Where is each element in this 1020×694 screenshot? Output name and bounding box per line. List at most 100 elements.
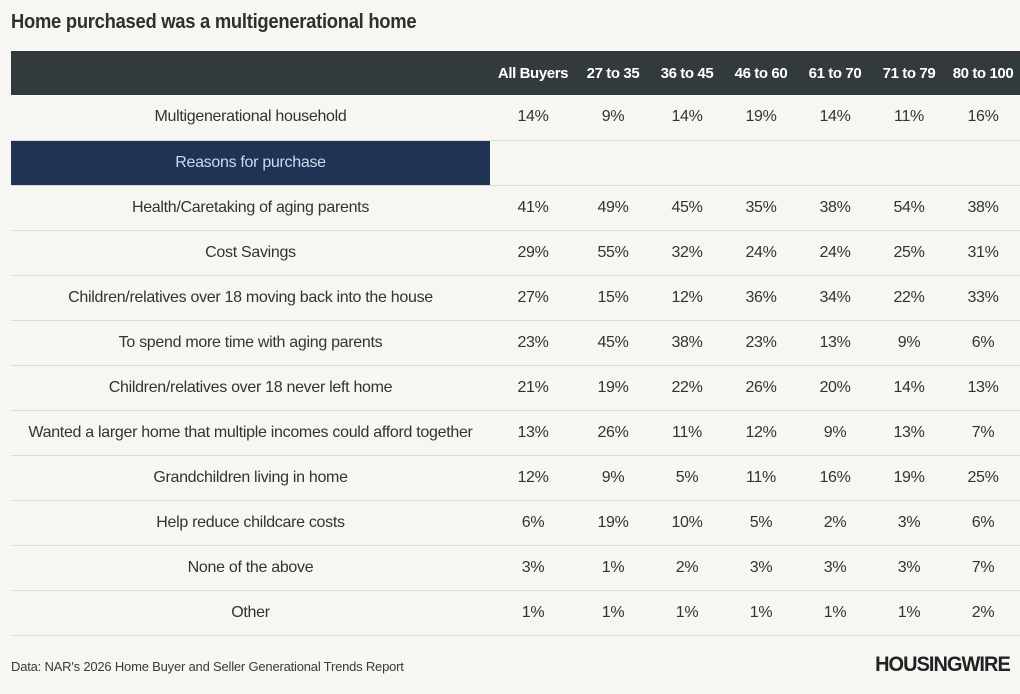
- cell-value: 14%: [490, 95, 576, 141]
- cell-value: 9%: [872, 320, 946, 366]
- cell-value: 12%: [490, 455, 576, 501]
- data-table: All Buyers 27 to 35 36 to 45 46 to 60 61…: [11, 51, 1020, 636]
- cell-value: 11%: [724, 455, 798, 501]
- cell-value: 16%: [946, 95, 1020, 141]
- cell-value: 26%: [724, 365, 798, 411]
- cell-value: 3%: [490, 545, 576, 591]
- cell-value: 2%: [650, 545, 724, 591]
- cell-value: 11%: [650, 410, 724, 456]
- cell-value: 2%: [946, 590, 1020, 636]
- row-label: Help reduce childcare costs: [11, 500, 490, 546]
- cell-value: 20%: [798, 365, 872, 411]
- table-body: Multigenerational household 14% 9% 14% 1…: [11, 95, 1020, 636]
- cell-value: 41%: [490, 185, 576, 231]
- row-label: Grandchildren living in home: [11, 455, 490, 501]
- row-label: Children/relatives over 18 never left ho…: [11, 365, 490, 411]
- cell-value: 15%: [576, 275, 650, 321]
- section-header-row: Reasons for purchase: [11, 140, 1020, 186]
- cell-value: 24%: [724, 230, 798, 276]
- cell-value: 13%: [872, 410, 946, 456]
- cell-value: 1%: [576, 545, 650, 591]
- cell-value: 9%: [798, 410, 872, 456]
- table-row: Grandchildren living in home 12% 9% 5% 11% 16…: [11, 455, 1020, 501]
- cell-value: 7%: [946, 410, 1020, 456]
- table-row: Health/Caretaking of aging parents 41% 49%…: [11, 185, 1020, 231]
- cell-value: 25%: [872, 230, 946, 276]
- cell-value: 3%: [872, 545, 946, 591]
- chart-title: Home purchased was a multigenerational h…: [11, 11, 417, 33]
- cell-value: 14%: [650, 95, 724, 141]
- cell-value: 26%: [576, 410, 650, 456]
- cell-value: 11%: [872, 95, 946, 141]
- row-label: Cost Savings: [11, 230, 490, 276]
- cell-value: 5%: [650, 455, 724, 501]
- cell-value: 38%: [798, 185, 872, 231]
- cell-value: 49%: [576, 185, 650, 231]
- cell-value: 23%: [724, 320, 798, 366]
- cell-value: 14%: [872, 365, 946, 411]
- column-header: 80 to 100: [952, 64, 1014, 82]
- cell-value: 45%: [650, 185, 724, 231]
- cell-value: 3%: [724, 545, 798, 591]
- cell-value: 9%: [576, 455, 650, 501]
- row-label: Other: [11, 590, 490, 636]
- column-header: 46 to 60: [734, 64, 788, 82]
- section-empty-cell: [490, 140, 1020, 186]
- cell-value: 21%: [490, 365, 576, 411]
- cell-value: 24%: [798, 230, 872, 276]
- table-row: Wanted a larger home that multiple incom…: [11, 410, 1020, 456]
- cell-value: 38%: [650, 320, 724, 366]
- cell-value: 6%: [946, 500, 1020, 546]
- cell-value: 33%: [946, 275, 1020, 321]
- cell-value: 19%: [576, 500, 650, 546]
- cell-value: 9%: [576, 95, 650, 141]
- column-header: 71 to 79: [882, 64, 936, 82]
- data-source-note: Data: NAR's 2026 Home Buyer and Seller G…: [11, 659, 404, 674]
- cell-value: 6%: [490, 500, 576, 546]
- row-label: Health/Caretaking of aging parents: [11, 185, 490, 231]
- row-label: To spend more time with aging parents: [11, 320, 490, 366]
- cell-value: 19%: [872, 455, 946, 501]
- column-header: 27 to 35: [586, 64, 640, 82]
- table-row-multigenerational: Multigenerational household 14% 9% 14% 1…: [11, 95, 1020, 141]
- cell-value: 13%: [490, 410, 576, 456]
- cell-value: 19%: [724, 95, 798, 141]
- cell-value: 1%: [650, 590, 724, 636]
- row-label: Children/relatives over 18 moving back i…: [11, 275, 490, 321]
- cell-value: 10%: [650, 500, 724, 546]
- cell-value: 32%: [650, 230, 724, 276]
- table-row: Cost Savings 29% 55% 32% 24% 24% 25% 31%: [11, 230, 1020, 276]
- row-label: None of the above: [11, 545, 490, 591]
- section-label: Reasons for purchase: [11, 140, 490, 186]
- table-row: None of the above 3% 1% 2% 3% 3% 3% 7%: [11, 545, 1020, 591]
- row-label: Multigenerational household: [11, 95, 490, 141]
- cell-value: 13%: [946, 365, 1020, 411]
- cell-value: 55%: [576, 230, 650, 276]
- header-blank-cell: [11, 51, 490, 95]
- column-header: 61 to 70: [808, 64, 862, 82]
- cell-value: 22%: [650, 365, 724, 411]
- housingwire-logo: HOUSINGWIRE: [875, 653, 1011, 676]
- cell-value: 2%: [798, 500, 872, 546]
- cell-value: 5%: [724, 500, 798, 546]
- cell-value: 14%: [798, 95, 872, 141]
- cell-value: 6%: [946, 320, 1020, 366]
- table-row: Other 1% 1% 1% 1% 1% 1% 2%: [11, 590, 1020, 636]
- cell-value: 22%: [872, 275, 946, 321]
- table-row: Children/relatives over 18 moving back i…: [11, 275, 1020, 321]
- table-header: All Buyers 27 to 35 36 to 45 46 to 60 61…: [11, 51, 1020, 95]
- row-label: Wanted a larger home that multiple incom…: [11, 410, 490, 456]
- cell-value: 16%: [798, 455, 872, 501]
- cell-value: 1%: [798, 590, 872, 636]
- table-row: To spend more time with aging parents 23%…: [11, 320, 1020, 366]
- cell-value: 29%: [490, 230, 576, 276]
- cell-value: 1%: [872, 590, 946, 636]
- column-header: All Buyers: [497, 64, 569, 82]
- cell-value: 3%: [798, 545, 872, 591]
- cell-value: 3%: [872, 500, 946, 546]
- header-row: All Buyers 27 to 35 36 to 45 46 to 60 61…: [11, 51, 1020, 95]
- cell-value: 1%: [576, 590, 650, 636]
- cell-value: 1%: [490, 590, 576, 636]
- cell-value: 38%: [946, 185, 1020, 231]
- cell-value: 54%: [872, 185, 946, 231]
